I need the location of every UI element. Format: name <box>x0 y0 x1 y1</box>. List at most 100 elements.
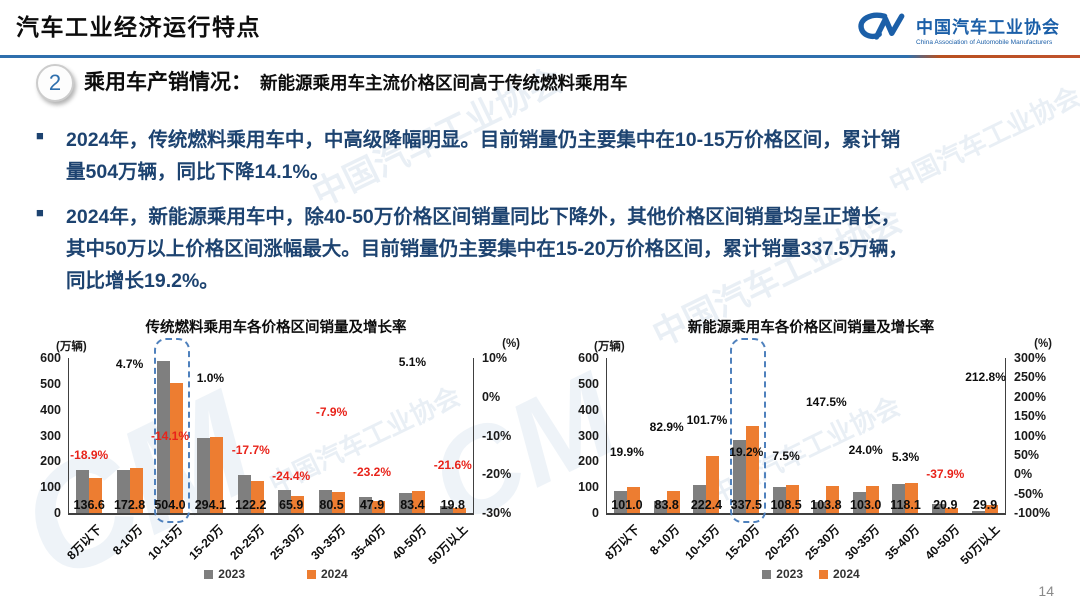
bar-2024 <box>129 468 143 513</box>
bar-2023 <box>76 469 90 513</box>
org-name: 中国汽车工业协会 China Association of Automobile… <box>916 13 1060 46</box>
plot-area: 136.6 -18.9% 172.8 4.7% 504.0 -14.1% 294.1 1.0%… <box>68 338 474 523</box>
bar-group <box>150 358 190 513</box>
right-axis-ticks: 300% 250% 200% 150% 100% 50% 0% -50% -100% <box>1006 351 1054 520</box>
x-axis-label: 50万以上 <box>957 522 1003 568</box>
legend-item-2024: 2024 <box>819 567 860 581</box>
bar-2024 <box>666 491 680 513</box>
bar-group <box>311 358 351 513</box>
legend-label: 2024 <box>833 567 860 581</box>
left-axis-tick: 0 <box>54 506 61 520</box>
x-axis-label: 35-40万 <box>348 522 389 563</box>
value-label-2024: 29.9 <box>972 498 998 512</box>
right-axis-tick: 10% <box>482 351 508 365</box>
value-label-2024: 20.9 <box>933 498 958 512</box>
left-axis-tick: 400 <box>40 402 61 417</box>
growth-label: 19.9% <box>609 444 644 459</box>
org-name-cn: 中国汽车工业协会 <box>916 18 1060 37</box>
growth-label: 147.5% <box>806 395 847 410</box>
value-label-2024: 65.9 <box>279 498 304 512</box>
page-number: 14 <box>1038 583 1054 599</box>
bar-2023 <box>156 361 170 513</box>
axis-units: (万辆) (%) <box>568 338 1054 353</box>
bar-2024 <box>371 500 385 513</box>
bar-group <box>109 358 149 513</box>
bar-2024 <box>825 486 839 513</box>
legend: 2023 2024 <box>568 567 1054 581</box>
bar-group <box>190 358 230 513</box>
right-axis-tick: 0% <box>482 389 501 404</box>
left-axis-tick: 100 <box>578 480 599 495</box>
bullet-line: 同比增长19.2%。 <box>66 270 219 292</box>
bar-2023 <box>972 510 986 513</box>
legend-item-2023: 2023 <box>762 567 803 581</box>
bar-group <box>925 358 965 513</box>
bar-2023 <box>439 506 453 513</box>
growth-label: 24.0% <box>848 442 883 457</box>
x-axis-label: 10-15万 <box>682 522 723 563</box>
bullet-line: 2024年，传统燃料乘用车中，中高级降幅明显。目前销量仍主要集中在10-15万价… <box>66 129 901 151</box>
x-axis-label: 30-35万 <box>842 522 883 563</box>
left-axis-tick: 300 <box>40 428 61 443</box>
bar-group <box>846 358 886 513</box>
growth-label: 5.3% <box>891 450 920 465</box>
plot-row: 600 500 400 300 200 100 0 136.6 -18.9% 172.8 4.7% 5… <box>30 338 522 523</box>
bar-2023 <box>733 439 747 513</box>
x-axis-label: 8-10万 <box>646 522 683 558</box>
bullet-line: 量504万辆，同比下降14.1%。 <box>66 161 330 183</box>
right-axis-tick: -100% <box>1014 506 1051 520</box>
growth-label: -18.9% <box>70 447 109 462</box>
growth-label: -7.9% <box>315 405 348 420</box>
right-axis-tick: 50% <box>1014 447 1040 462</box>
value-label-2024: 118.1 <box>890 498 921 512</box>
right-axis-tick: 300% <box>1014 351 1046 365</box>
growth-label: -14.1% <box>150 429 189 444</box>
bullet-list: ■ 2024年，传统燃料乘用车中，中高级降幅明显。目前销量仍主要集中在10-15… <box>36 124 1056 310</box>
left-axis-unit: (万辆) <box>56 341 87 353</box>
bar-2023 <box>278 490 292 513</box>
value-label-2024: 83.4 <box>400 498 425 512</box>
left-axis-tick: 500 <box>40 376 61 391</box>
x-axis-label: 8万以下 <box>602 522 643 563</box>
x-axis-label: 25-30万 <box>802 522 843 563</box>
right-axis-tick: 100% <box>1014 428 1046 443</box>
bar-group <box>766 358 806 513</box>
left-axis-tick: 100 <box>40 480 61 495</box>
growth-label: -17.7% <box>231 443 270 458</box>
x-axis-label: 8-10万 <box>109 522 146 558</box>
x-axis-label: 35-40万 <box>882 522 923 563</box>
growth-label: -37.9% <box>926 466 965 481</box>
value-label-2024: 101.0 <box>611 498 643 512</box>
bar-2023 <box>812 502 826 513</box>
bar-2024 <box>210 437 224 513</box>
right-axis-tick: -50% <box>1014 486 1044 501</box>
bar-2024 <box>412 491 426 513</box>
value-label-2024: 103.8 <box>810 498 842 512</box>
bar-group <box>271 358 311 513</box>
right-axis-ticks: 10% 0% -10% -20% -30% <box>474 351 522 520</box>
growth-label: 1.0% <box>196 370 225 385</box>
bar-2024 <box>291 495 305 513</box>
bullet-1: ■ 2024年，传统燃料乘用车中，中高级降幅明显。目前销量仍主要集中在10-15… <box>36 124 1056 188</box>
bar-2023 <box>318 490 332 513</box>
bar-group <box>69 358 109 513</box>
legend-label: 2023 <box>218 567 245 581</box>
bar-2024 <box>626 486 640 513</box>
bar-2023 <box>613 491 627 513</box>
growth-label: 4.7% <box>115 356 144 371</box>
right-axis-tick: 150% <box>1014 409 1046 424</box>
chart-title: 新能源乘用车各价格区间销量及增长率 <box>687 320 935 336</box>
bar-2023 <box>932 504 946 513</box>
value-label-2024: 83.8 <box>654 498 679 512</box>
left-axis-tick: 500 <box>578 376 599 391</box>
highlight-box <box>153 338 191 523</box>
value-label-2024: 136.6 <box>73 498 105 512</box>
header-divider <box>0 55 1080 58</box>
bar-group <box>965 358 1005 513</box>
bar-group <box>352 358 392 513</box>
growth-label: 212.8% <box>965 369 1006 384</box>
value-label-2024: 172.8 <box>113 498 146 512</box>
bar-group <box>433 358 473 513</box>
legend-swatch-2023 <box>762 569 772 579</box>
left-axis-unit: (万辆) <box>594 341 625 353</box>
